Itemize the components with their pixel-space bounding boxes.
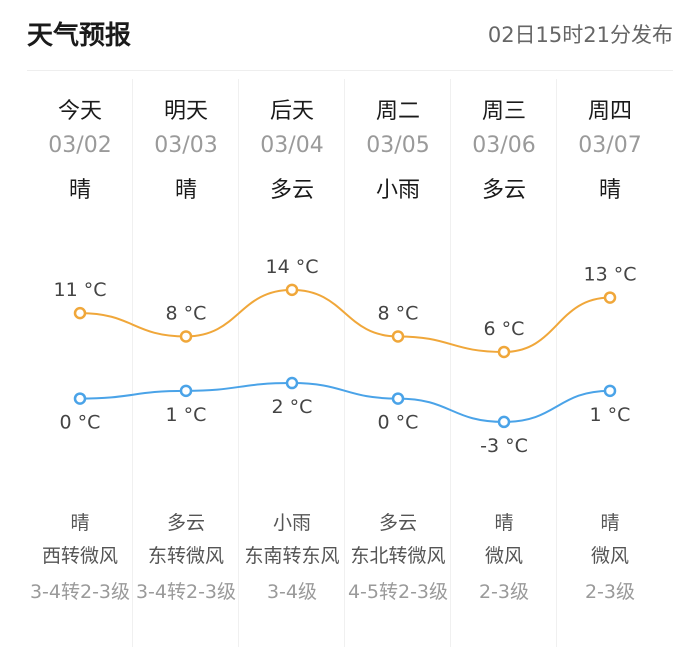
forecast-grid: 今天 03/02 晴 晴 西转微风 3-4转2-3级 明天 03/03 晴 多云… (27, 71, 663, 657)
day-date: 03/05 (366, 133, 430, 158)
day-weather: 小雨 (375, 178, 420, 203)
high-temp-line (79, 288, 611, 353)
low-temp-point (497, 415, 511, 429)
wind-level: 3-4转2-3级 (29, 581, 131, 603)
day-name: 今天 (57, 99, 102, 124)
day-column[interactable]: 今天 03/02 晴 晴 西转微风 3-4转2-3级 (27, 71, 133, 657)
night-weather: 小雨 (272, 512, 311, 534)
high-temp-label: 8 °C (166, 302, 207, 324)
wind-level: 3-4级 (266, 581, 318, 603)
low-temp-line (79, 382, 611, 423)
day-date: 03/04 (260, 133, 324, 158)
night-weather: 晴 (494, 512, 514, 534)
low-temp-point (285, 376, 299, 390)
wind-direction: 东南转东风 (244, 545, 340, 567)
wind-direction: 东转微风 (147, 545, 224, 567)
day-weather: 晴 (68, 178, 91, 203)
low-temp-point (73, 392, 87, 405)
day-date: 03/02 (48, 133, 112, 158)
day-weather: 晴 (174, 178, 197, 203)
column-divider (132, 79, 133, 647)
temperature-chart: 11 °C 8 °C 14 °C 8 °C 6 °C 13 °C 0 °C 1 °C 2 °C 0… (54, 256, 637, 457)
wind-direction: 微风 (590, 545, 629, 567)
column-divider (556, 79, 557, 647)
day-weather: 多云 (481, 178, 526, 203)
low-temp-label: 1 °C (166, 404, 207, 426)
wind-level: 4-5转2-3级 (347, 581, 449, 603)
high-temp-label: 6 °C (484, 318, 525, 340)
night-weather: 多云 (166, 512, 205, 534)
night-weather: 多云 (378, 512, 417, 534)
night-weather: 晴 (70, 512, 90, 534)
low-temp-point (179, 384, 193, 398)
high-temp-point (285, 283, 299, 297)
publish-time: 02日15时21分发布 (487, 23, 673, 47)
high-temp-point (603, 291, 617, 304)
header-divider (27, 70, 673, 71)
day-name: 后天 (269, 99, 314, 124)
day-weather: 多云 (269, 178, 314, 203)
day-name: 明天 (163, 99, 208, 124)
high-temp-label: 11 °C (54, 279, 107, 301)
low-temp-point (603, 384, 617, 398)
low-temp-label: 1 °C (590, 404, 631, 426)
day-column[interactable]: 周三 03/06 多云 晴 微风 2-3级 (451, 71, 557, 657)
low-temp-label: 0 °C (378, 412, 419, 434)
wind-level: 3-4转2-3级 (135, 581, 237, 603)
low-temp-label: 0 °C (60, 412, 101, 434)
high-temp-point (391, 330, 405, 343)
day-weather: 晴 (598, 178, 621, 203)
high-temp-label: 8 °C (378, 302, 419, 324)
day-name: 周三 (481, 99, 526, 124)
day-column[interactable]: 周二 03/05 小雨 多云 东北转微风 4-5转2-3级 (345, 71, 451, 657)
day-date: 03/03 (154, 133, 218, 158)
day-column[interactable]: 后天 03/04 多云 小雨 东南转东风 3-4级 (239, 71, 345, 657)
day-name: 周四 (587, 99, 632, 124)
day-column[interactable]: 明天 03/03 晴 多云 东转微风 3-4转2-3级 (133, 71, 239, 657)
column-divider (344, 79, 345, 647)
high-temp-label: 14 °C (266, 256, 319, 278)
low-temp-label: -3 °C (480, 435, 528, 457)
wind-direction: 西转微风 (41, 545, 118, 567)
high-temp-point (73, 306, 87, 320)
high-temp-label: 13 °C (584, 264, 637, 286)
day-date: 03/07 (578, 133, 642, 158)
wind-level: 2-3级 (584, 581, 636, 603)
day-name: 周二 (375, 99, 420, 124)
day-column[interactable]: 周四 03/07 晴 晴 微风 2-3级 (557, 71, 663, 657)
high-temp-point (497, 345, 511, 359)
column-divider (450, 79, 451, 647)
wind-level: 2-3级 (478, 581, 530, 603)
wind-direction: 东北转微风 (350, 545, 446, 567)
page-title: 天气预报 (27, 21, 132, 51)
forecast-header: 天气预报 02日15时21分发布 (0, 0, 700, 70)
low-temp-label: 2 °C (272, 396, 313, 418)
night-weather: 晴 (600, 512, 620, 534)
low-temp-point (391, 392, 405, 405)
day-date: 03/06 (472, 133, 536, 158)
column-divider (238, 79, 239, 647)
wind-direction: 微风 (484, 545, 523, 567)
high-temp-point (179, 330, 193, 343)
